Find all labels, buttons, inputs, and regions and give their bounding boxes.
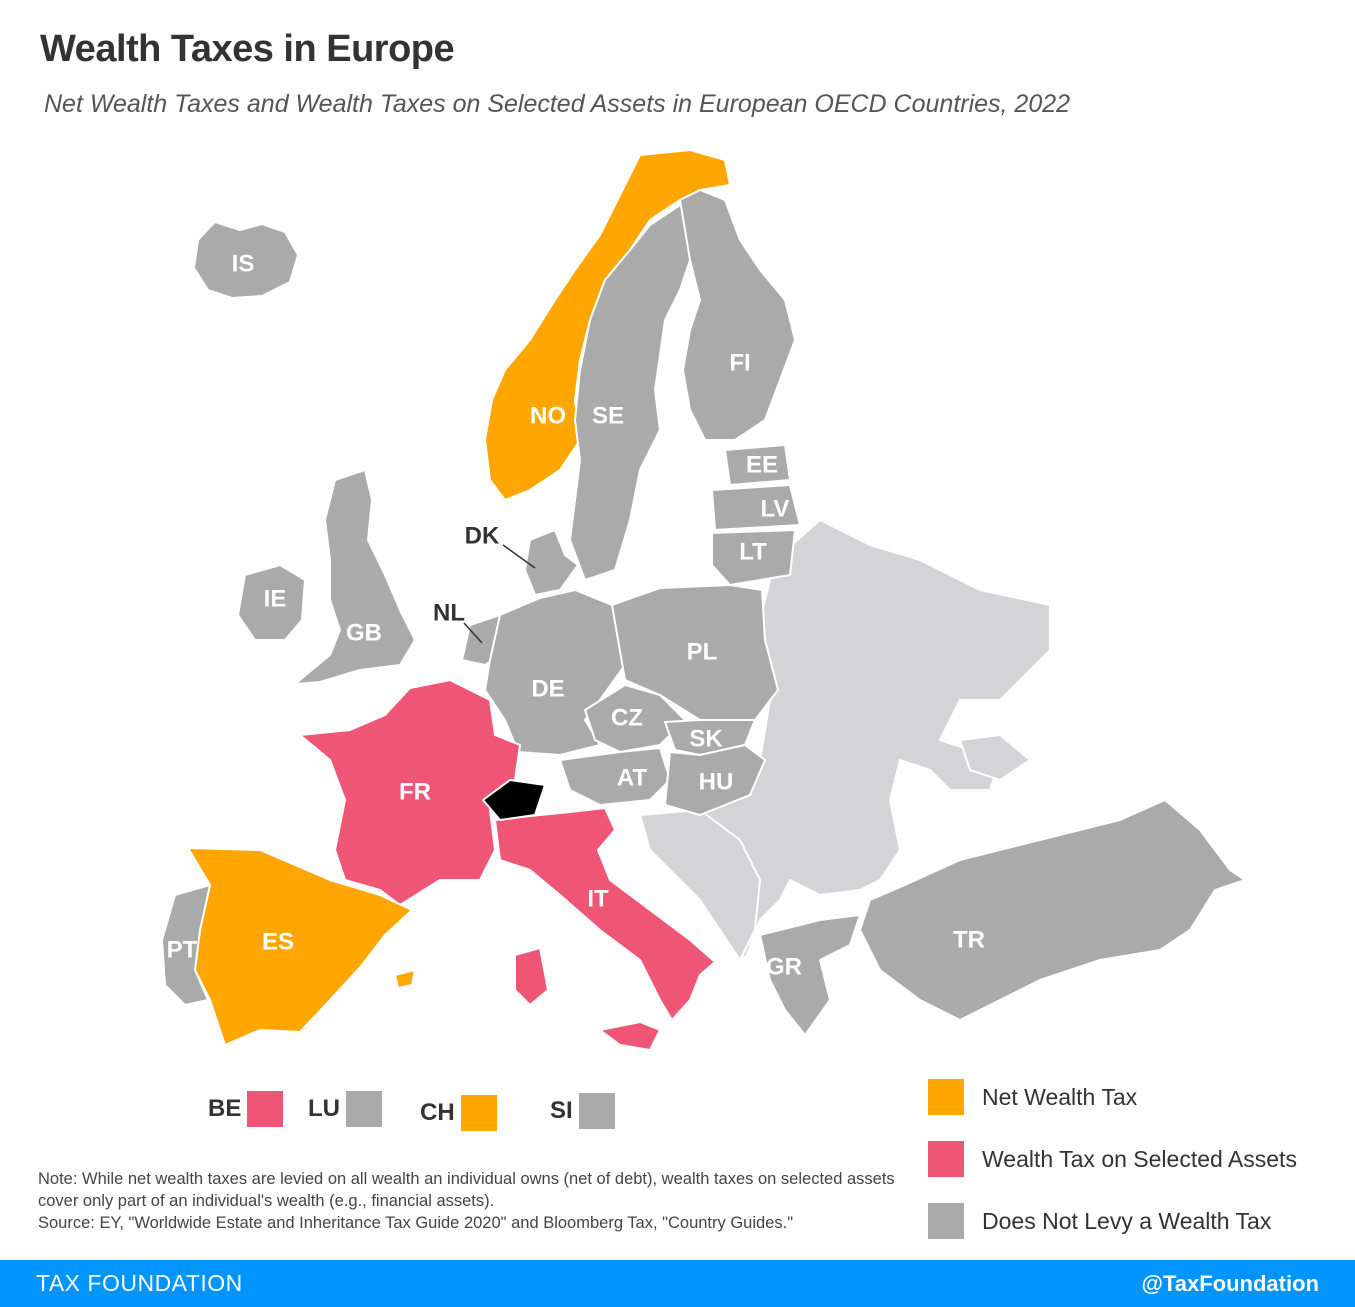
label-at: AT bbox=[617, 764, 648, 791]
small-state-lu: LU bbox=[308, 1091, 382, 1127]
label-hu: HU bbox=[699, 768, 734, 795]
label-dk: DK bbox=[465, 522, 500, 549]
country-dk[interactable] bbox=[524, 529, 579, 596]
label-pl: PL bbox=[687, 638, 718, 665]
label-ie: IE bbox=[264, 585, 287, 612]
footer-handle[interactable]: @TaxFoundation bbox=[1141, 1270, 1319, 1296]
label-pt: PT bbox=[167, 936, 198, 963]
leader-line-dk bbox=[502, 544, 536, 569]
legend-item-net: Net Wealth Tax bbox=[928, 1078, 1297, 1116]
legend-swatch-selected bbox=[928, 1141, 964, 1177]
small-state-code: SI bbox=[550, 1097, 573, 1124]
small-state-code: BE bbox=[208, 1095, 242, 1122]
country-es-balearic bbox=[394, 969, 416, 989]
swatch-ch bbox=[460, 1095, 497, 1131]
country-it-sicily bbox=[599, 1021, 661, 1051]
country-gr[interactable] bbox=[759, 914, 861, 1036]
source-text: Source: EY, "Worldwide Estate and Inheri… bbox=[38, 1214, 794, 1232]
region-non-oecd-crimea bbox=[959, 734, 1031, 781]
page-title: Wealth Taxes in Europe bbox=[40, 28, 455, 70]
label-de: DE bbox=[531, 675, 564, 702]
country-fr[interactable] bbox=[299, 679, 521, 906]
label-ee: EE bbox=[746, 451, 778, 478]
footer-bar: TAX FOUNDATION @TaxFoundation bbox=[0, 1260, 1355, 1307]
label-es: ES bbox=[262, 928, 294, 955]
country-fi[interactable] bbox=[679, 189, 796, 441]
country-ee[interactable] bbox=[724, 444, 791, 486]
label-sk: SK bbox=[689, 725, 723, 752]
label-tr: TR bbox=[953, 926, 985, 953]
swatch-lu bbox=[346, 1091, 382, 1127]
europe-map: IS NO SE FI EE LV LT DK IE GB NL DE PL C… bbox=[161, 149, 1246, 1051]
leader-line-nl bbox=[463, 622, 483, 644]
page-subtitle: Net Wealth Taxes and Wealth Taxes on Sel… bbox=[44, 90, 1071, 118]
country-pl[interactable] bbox=[611, 584, 779, 721]
legend-swatch-none bbox=[928, 1203, 964, 1239]
region-non-oecd-balkans bbox=[639, 809, 761, 961]
label-lv: LV bbox=[761, 495, 790, 522]
legend-swatch-net bbox=[928, 1079, 964, 1115]
small-state-si: SI bbox=[550, 1093, 615, 1129]
small-state-code: CH bbox=[420, 1099, 455, 1126]
footer-brand: TAX FOUNDATION bbox=[36, 1270, 243, 1296]
note-text: Note: While net wealth taxes are levied … bbox=[38, 1170, 895, 1210]
label-lt: LT bbox=[739, 538, 767, 565]
country-at[interactable] bbox=[559, 747, 671, 806]
legend-item-selected: Wealth Tax on Selected Assets bbox=[928, 1140, 1297, 1178]
small-state-be: BE bbox=[208, 1091, 284, 1127]
small-state-ch: CH bbox=[420, 1095, 497, 1131]
label-it: IT bbox=[587, 885, 609, 912]
legend-label-selected: Wealth Tax on Selected Assets bbox=[982, 1145, 1297, 1172]
label-is: IS bbox=[232, 250, 255, 277]
country-it-sardinia bbox=[514, 947, 549, 1006]
label-se: SE bbox=[592, 402, 624, 429]
label-fi: FI bbox=[729, 349, 750, 376]
legend-label-none: Does Not Levy a Wealth Tax bbox=[982, 1207, 1272, 1234]
label-fr: FR bbox=[399, 778, 431, 805]
label-gr: GR bbox=[766, 953, 802, 980]
country-tr[interactable] bbox=[859, 799, 1246, 1021]
country-ie[interactable] bbox=[237, 564, 306, 641]
swatch-be bbox=[247, 1091, 284, 1127]
label-nl: NL bbox=[433, 599, 465, 626]
country-is[interactable] bbox=[193, 221, 299, 299]
country-hu[interactable] bbox=[664, 744, 766, 816]
country-lv[interactable] bbox=[711, 484, 801, 531]
label-no: NO bbox=[530, 402, 566, 429]
country-it[interactable] bbox=[494, 807, 716, 1021]
country-ch[interactable] bbox=[482, 779, 546, 821]
label-gb: GB bbox=[346, 619, 382, 646]
country-lt[interactable] bbox=[711, 529, 796, 586]
map-legend: Net Wealth Tax Wealth Tax on Selected As… bbox=[928, 1078, 1297, 1264]
swatch-si bbox=[578, 1093, 615, 1129]
country-pt[interactable] bbox=[161, 884, 211, 1006]
country-se[interactable] bbox=[569, 204, 701, 581]
legend-item-none: Does Not Levy a Wealth Tax bbox=[928, 1202, 1297, 1240]
small-state-code: LU bbox=[308, 1095, 340, 1122]
country-gb[interactable] bbox=[294, 469, 416, 685]
legend-label-net: Net Wealth Tax bbox=[982, 1083, 1138, 1110]
label-cz: CZ bbox=[611, 704, 643, 731]
